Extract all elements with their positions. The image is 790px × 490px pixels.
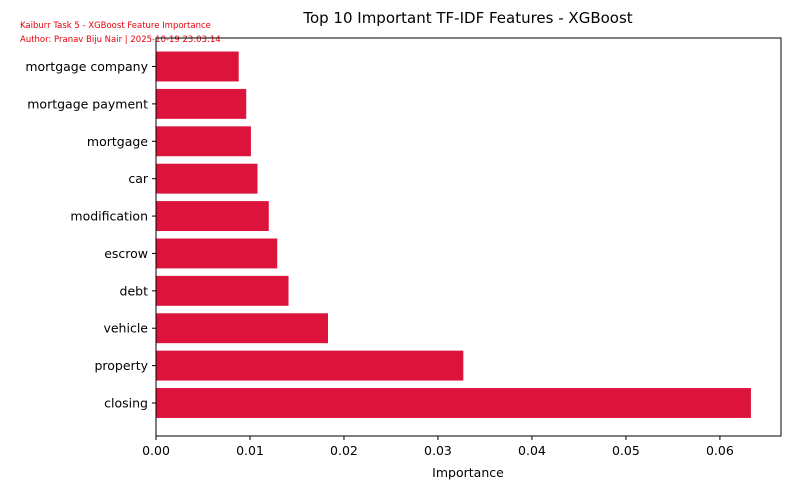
y-tick-label: car xyxy=(128,171,149,186)
x-tick-label: 0.00 xyxy=(142,443,170,458)
bar-closing xyxy=(156,388,751,418)
x-tick-label: 0.06 xyxy=(706,443,734,458)
bar-mortgage xyxy=(156,126,251,157)
y-tick-label: closing xyxy=(104,396,148,411)
y-axis-ticks: mortgage company mortgage payment mortgage… xyxy=(25,59,156,411)
bars-group xyxy=(156,51,751,418)
x-axis-label: Importance xyxy=(432,465,504,480)
chart-title: Top 10 Important TF-IDF Features - XGBoo… xyxy=(302,9,632,27)
y-tick-label: modification xyxy=(70,209,148,224)
y-tick-label: debt xyxy=(120,283,149,298)
y-tick-label: escrow xyxy=(104,246,148,261)
y-tick-label: property xyxy=(94,358,148,373)
x-tick-label: 0.04 xyxy=(518,443,546,458)
y-tick-label: mortgage xyxy=(87,134,148,149)
bar-mortgage-payment xyxy=(156,88,247,119)
plot-frame xyxy=(155,37,782,437)
bar-mortgage-company xyxy=(156,51,239,82)
bar-modification xyxy=(156,201,269,232)
y-tick-label: mortgage company xyxy=(25,59,148,74)
y-tick-label: mortgage payment xyxy=(27,96,148,111)
bar-debt xyxy=(156,275,289,306)
x-tick-label: 0.03 xyxy=(424,443,452,458)
bar-vehicle xyxy=(156,313,328,344)
bar-property xyxy=(156,350,464,381)
x-tick-label: 0.02 xyxy=(330,443,358,458)
y-tick-label: vehicle xyxy=(103,321,148,336)
watermark-title: Kaiburr Task 5 - XGBoost Feature Importa… xyxy=(20,21,211,31)
x-axis-ticks: 0.00 0.01 0.02 0.03 0.04 0.05 0.06 xyxy=(142,436,734,458)
bar-car xyxy=(156,163,258,194)
x-tick-label: 0.01 xyxy=(236,443,264,458)
bar-escrow xyxy=(156,238,278,269)
x-tick-label: 0.05 xyxy=(612,443,640,458)
watermark-author: Author: Pranav Biju Nair | 2025-10-19 23… xyxy=(20,35,221,45)
